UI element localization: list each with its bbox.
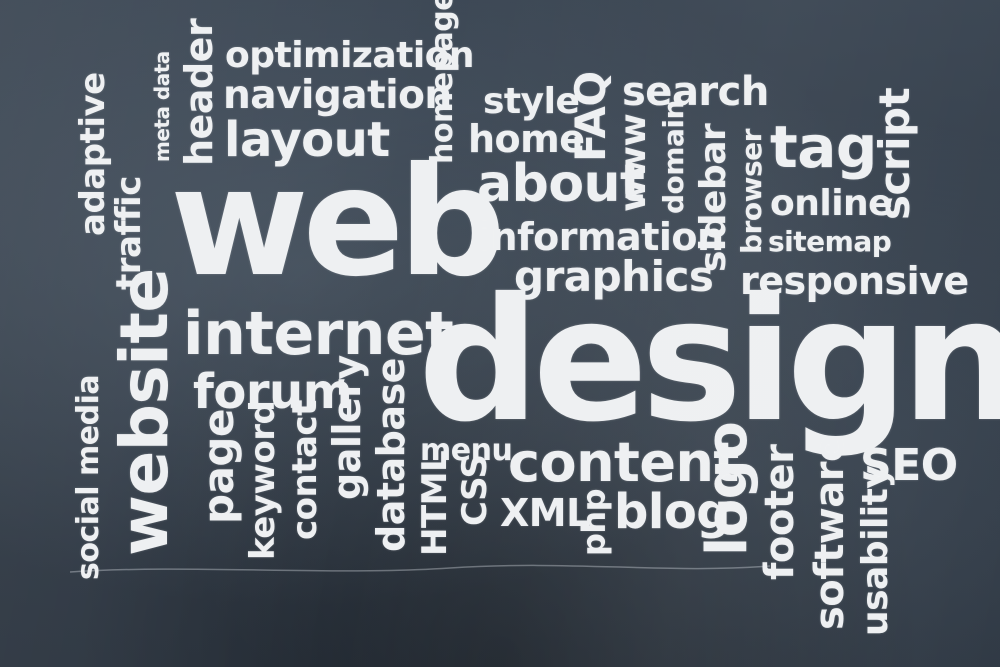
word-website: website — [106, 268, 183, 556]
word-navigation: navigation — [223, 73, 452, 118]
word-search: search — [622, 69, 769, 115]
word-html: HTML — [415, 450, 455, 556]
word-internet: internet — [183, 299, 454, 369]
word-homepage: homepage — [425, 0, 460, 164]
word-forum: forum — [193, 364, 353, 420]
word-seo: SEO — [860, 440, 958, 491]
word-content: content — [508, 431, 739, 494]
word-browser: browser — [735, 129, 768, 254]
word-sitemap: sitemap — [768, 225, 892, 258]
word-tag: tag — [770, 113, 877, 181]
word-css: CSS — [455, 454, 495, 526]
word-xml: XML — [500, 491, 590, 535]
word-social-media: social media — [71, 374, 106, 580]
chalk-smear — [70, 564, 770, 573]
word-web: web — [170, 136, 506, 310]
word-script: script — [870, 87, 919, 220]
word-page: page — [194, 409, 243, 524]
word-information: information — [478, 215, 724, 259]
word-database: database — [369, 358, 413, 552]
word-optimization: optimization — [225, 35, 475, 76]
word-design: design — [418, 262, 1000, 460]
word-style: style — [483, 81, 580, 122]
word-software: software — [807, 435, 853, 630]
word-layout: layout — [224, 112, 390, 168]
word-responsive: responsive — [740, 259, 969, 303]
word-gallery: gallery — [325, 355, 369, 500]
word-usability: usability — [855, 465, 896, 636]
word-php: php — [575, 488, 613, 556]
word-keyword: keyword — [243, 400, 283, 560]
word-domain: domain — [657, 100, 690, 214]
word-graphics: graphics — [514, 252, 714, 301]
word-sidebar: sidebar — [693, 123, 734, 272]
word-header: header — [177, 18, 221, 166]
word-blog: blog — [614, 484, 731, 540]
word-adaptive: adaptive — [73, 72, 113, 236]
word-meta-data: meta data — [150, 51, 174, 162]
word-menu: menu — [420, 433, 513, 468]
word-www: www — [613, 113, 654, 212]
word-contact: contact — [285, 400, 325, 540]
word-home: home — [468, 117, 585, 161]
word-footer: footer — [757, 444, 803, 580]
word-online: online — [770, 183, 893, 224]
word-logo: logo — [695, 421, 760, 556]
word-faq: FAQ — [566, 71, 615, 162]
word-about: about — [477, 154, 645, 214]
